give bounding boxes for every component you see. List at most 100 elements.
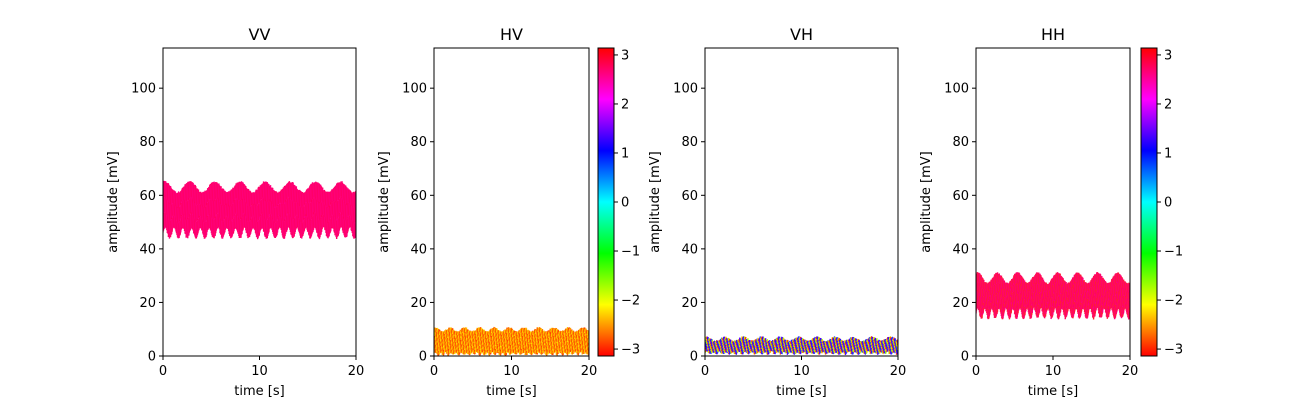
data-trace: [821, 339, 824, 343]
data-trace: [723, 336, 726, 340]
data-trace: [713, 340, 716, 343]
data-trace: [786, 339, 789, 343]
y-tick-label: 60: [139, 189, 156, 204]
data-trace: [728, 338, 731, 342]
colorbar-gradient: [597, 47, 615, 357]
data-trace: [844, 340, 847, 343]
y-tick-label: 40: [139, 242, 156, 257]
colorbar-tick-label: 2: [621, 97, 629, 112]
data-trace: [742, 336, 745, 340]
data-trace: [725, 338, 728, 341]
panel-title: VV: [249, 25, 271, 44]
data-trace: [773, 339, 776, 342]
data-trace: [707, 337, 709, 340]
data-trace: [803, 340, 806, 343]
x-tick-label: 20: [348, 364, 365, 379]
x-tick-label: 0: [430, 364, 438, 379]
data-trace: [819, 338, 822, 341]
data-trace: [748, 340, 751, 343]
axes-frame: [433, 47, 590, 357]
data-trace: [833, 350, 836, 354]
data-trace: [751, 341, 754, 344]
data-trace: [528, 330, 531, 335]
data-trace: [816, 336, 819, 340]
colorbar-tick-label: −2: [621, 294, 640, 309]
subplot-vv: 0 20 40 60 80 100 0 10 20 time [s] amplitude [mV] V…: [106, 25, 364, 399]
data-trace: [820, 338, 823, 342]
data-trace: [754, 339, 757, 342]
data-trace: [569, 327, 572, 332]
y-axis-label: amplitude [mV]: [377, 151, 392, 253]
y-tick-label: 20: [410, 296, 427, 311]
data-band: [434, 326, 589, 356]
y-tick-label: 20: [139, 296, 156, 311]
data-trace: [558, 330, 561, 335]
data-trace: [763, 338, 766, 341]
y-tick-label: 60: [410, 189, 427, 204]
y-tick-label: 100: [402, 82, 427, 97]
data-trace: [800, 337, 803, 341]
data-trace: [834, 336, 837, 340]
y-tick-label: 100: [131, 82, 156, 97]
x-tick-label: 0: [159, 364, 167, 379]
y-tick-label: 40: [410, 242, 427, 257]
data-trace: [813, 336, 816, 340]
data-trace: [746, 338, 749, 342]
data-trace: [778, 336, 781, 340]
data-trace: [735, 339, 738, 343]
data-trace: [782, 337, 785, 341]
x-tick-label: 10: [251, 364, 268, 379]
colorbar-tick-label: 3: [621, 48, 629, 63]
data-trace: [757, 337, 759, 341]
data-trace: [781, 336, 784, 341]
colorbar-tick-label: −3: [621, 343, 640, 358]
data-trace: [805, 340, 808, 343]
colorbar-tick-label: −1: [621, 245, 640, 260]
data-trace: [733, 340, 736, 343]
colorbar: 3 2 1 0 −1 −2 −3: [597, 47, 640, 358]
y-tick-label: 80: [139, 135, 156, 150]
data-trace: [711, 339, 714, 342]
data-trace: [838, 337, 841, 342]
data-trace: [709, 338, 712, 342]
data-trace: [714, 340, 717, 344]
data-trace: [751, 340, 754, 343]
x-tick-label: 10: [503, 364, 520, 379]
data-trace: [782, 338, 785, 341]
data-trace: [759, 336, 762, 340]
data-trace: [766, 339, 769, 342]
data-trace: [729, 339, 732, 343]
colorbar-tick-label: 1: [621, 146, 629, 161]
data-trace: [839, 338, 842, 342]
data-trace: [824, 340, 827, 344]
data-band: [705, 336, 898, 356]
data-trace: [783, 339, 786, 342]
data-trace: [777, 336, 780, 340]
data-trace: [764, 338, 767, 341]
data-trace: [788, 340, 791, 344]
data-trace: [750, 350, 752, 353]
data-band: [163, 180, 356, 240]
data-trace: [724, 336, 727, 340]
y-tick-label: 0: [419, 350, 427, 365]
x-axis-label: time [s]: [234, 384, 284, 399]
data-trace: [738, 337, 741, 341]
data-trace: [801, 338, 804, 341]
data-trace: [731, 340, 734, 343]
colorbar-tick-label: 0: [621, 196, 629, 211]
data-trace: [731, 341, 734, 344]
data-trace: [802, 338, 805, 342]
data-trace: [740, 336, 743, 340]
data-trace: [771, 339, 774, 343]
data-trace: [760, 336, 763, 340]
data-trace: [761, 336, 764, 340]
x-axis-label: time [s]: [486, 384, 536, 399]
y-tick-label: 0: [148, 350, 156, 365]
data-trace: [797, 336, 800, 340]
y-axis-label: amplitude [mV]: [106, 151, 121, 253]
data-trace: [807, 340, 810, 343]
data-trace: [711, 340, 714, 343]
